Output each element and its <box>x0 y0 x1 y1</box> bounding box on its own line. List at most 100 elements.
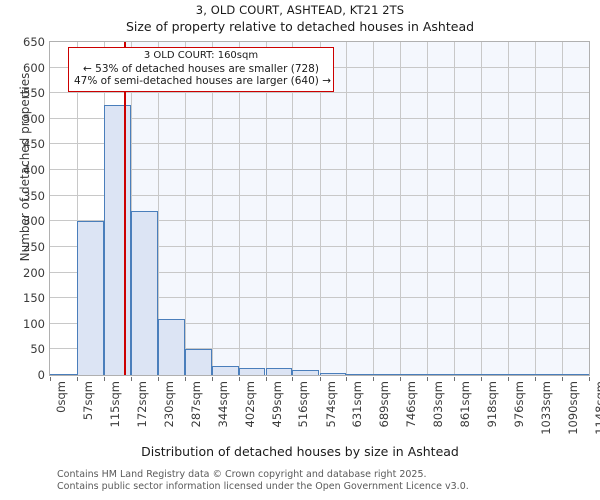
annotation-line-3: 47% of semi-detached houses are larger (… <box>74 75 331 87</box>
x-axis-tickmark <box>319 377 321 381</box>
gridline-vertical <box>481 42 482 375</box>
histogram-bar <box>50 374 77 375</box>
histogram-bar <box>373 373 401 375</box>
x-axis-tickmark <box>211 377 213 381</box>
x-axis-tickmark <box>157 377 159 381</box>
x-axis-tick-label: 631sqm <box>350 381 365 428</box>
x-axis-tick-label: 459sqm <box>269 381 284 428</box>
y-axis-tick-label: 550 <box>23 86 45 101</box>
chart-subtitle: Size of property relative to detached ho… <box>125 19 475 34</box>
gridline-vertical <box>211 42 213 375</box>
histogram-bar <box>211 366 239 375</box>
x-axis-tick-label: 287sqm <box>188 381 203 428</box>
x-axis-tickmark <box>535 377 536 381</box>
x-axis-ticks: 0sqm 57sqm 115sqm 172sqm 230sqm 287sqm 344sqm 4… <box>49 377 600 447</box>
x-axis-tickmark <box>481 377 482 381</box>
gridline-vertical <box>427 42 429 375</box>
x-axis-tick-label: 344sqm <box>215 381 230 428</box>
histogram-bar <box>130 211 158 375</box>
x-axis-tick-label: 230sqm <box>161 381 176 428</box>
gridline-vertical <box>184 42 186 375</box>
histogram-bar <box>561 373 589 375</box>
x-axis-tick-label: 516sqm <box>296 381 311 428</box>
shaded-larger-region <box>125 42 589 375</box>
histogram-bar <box>481 373 509 375</box>
x-axis-tickmark <box>400 377 402 381</box>
gridline-vertical <box>130 42 132 375</box>
y-axis-tick-label: 500 <box>23 111 45 126</box>
y-axis-tick-label: 250 <box>23 239 45 254</box>
gridline-vertical <box>508 42 510 375</box>
annotation-line-1: 3 OLD COURT: 160sqm <box>143 50 259 61</box>
gridline-vertical <box>400 42 402 375</box>
x-axis-tick-label: 0sqm <box>54 381 68 413</box>
x-axis-tick-label: 803sqm <box>431 381 446 428</box>
x-axis-tick-label: 172sqm <box>134 381 149 428</box>
gridline-vertical <box>76 42 78 375</box>
x-axis-tick-label: 1148sqm <box>593 381 600 435</box>
histogram-bar <box>265 367 293 375</box>
histogram-bar <box>508 374 535 375</box>
annotation-box: 3 OLD COURT: 160sqm ← 53% of detached ho… <box>68 47 334 92</box>
x-axis-tickmark <box>561 377 563 381</box>
histogram-bar <box>292 370 320 375</box>
x-axis-tickmark <box>346 377 348 381</box>
gridline-vertical <box>265 42 267 375</box>
x-axis-tick-label: 1033sqm <box>539 381 553 435</box>
gridline-vertical <box>346 42 348 375</box>
footer-attribution: Contains HM Land Registry data © Crown c… <box>57 469 469 492</box>
footer-line-1: Contains HM Land Registry data © Crown c… <box>57 469 427 480</box>
y-axis-tick-label: 100 <box>23 316 45 331</box>
x-axis-tick-label: 115sqm <box>107 381 122 428</box>
gridline-vertical <box>561 42 563 375</box>
histogram-bar <box>184 349 212 375</box>
histogram-bar <box>103 104 131 375</box>
gridline-vertical <box>157 42 159 375</box>
histogram-bar <box>157 318 185 375</box>
x-axis-label: Distribution of detached houses by size … <box>141 444 459 459</box>
y-axis-tick-label: 0 <box>37 368 45 382</box>
x-axis-tickmark <box>265 377 267 381</box>
x-axis-tick-label: 861sqm <box>458 381 473 428</box>
x-axis-tickmark <box>103 377 105 381</box>
histogram-bar <box>427 373 455 375</box>
gridline-vertical <box>319 42 321 375</box>
property-marker-line <box>124 42 127 375</box>
x-axis-tick-label: 976sqm <box>512 381 527 428</box>
y-axis-tick-label: 600 <box>23 60 45 75</box>
y-axis-ticks: 0 50 100 150 200 250 300 350 400 450 500 550 600 650 <box>0 35 45 382</box>
y-axis-tick-label: 200 <box>23 265 45 280</box>
y-axis-tick-label: 50 <box>30 342 45 357</box>
x-axis-tickmark <box>427 377 429 381</box>
histogram-bar <box>400 373 427 375</box>
x-axis-tick-label: 746sqm <box>404 381 419 428</box>
histogram-bar <box>76 221 104 375</box>
x-axis-tickmark <box>184 377 186 381</box>
x-axis-tick-label: 402sqm <box>242 381 257 428</box>
gridline-vertical <box>535 42 536 375</box>
x-axis-tick-label: 689sqm <box>377 381 392 428</box>
y-axis-tick-label: 650 <box>23 35 45 49</box>
x-axis-tickmark <box>454 377 456 381</box>
annotation-line-2: ← 53% of detached houses are smaller (72… <box>83 62 319 75</box>
x-axis-tickmark <box>373 377 375 381</box>
x-axis-tickmark <box>130 377 132 381</box>
x-axis-tick-label: 918sqm <box>485 381 499 428</box>
page-title: 3, OLD COURT, ASHTEAD, KT21 2TS <box>195 3 405 17</box>
x-axis-tick-label: 1090sqm <box>565 381 580 435</box>
gridline-vertical <box>454 42 456 375</box>
histogram-bar <box>454 374 481 375</box>
gridline-vertical <box>373 42 375 375</box>
histogram-bar <box>238 367 266 375</box>
x-axis-tickmark <box>76 377 78 381</box>
x-axis-tickmark <box>508 377 510 381</box>
gridline-vertical <box>238 42 240 375</box>
y-axis-tick-label: 150 <box>23 291 45 306</box>
x-axis-tickmark <box>238 377 240 381</box>
histogram-bar <box>535 374 562 375</box>
y-axis-tick-label: 450 <box>23 137 45 152</box>
y-axis-tick-label: 350 <box>23 188 45 203</box>
x-axis-tick-label: 574sqm <box>323 381 338 428</box>
histogram-bar <box>319 372 347 375</box>
